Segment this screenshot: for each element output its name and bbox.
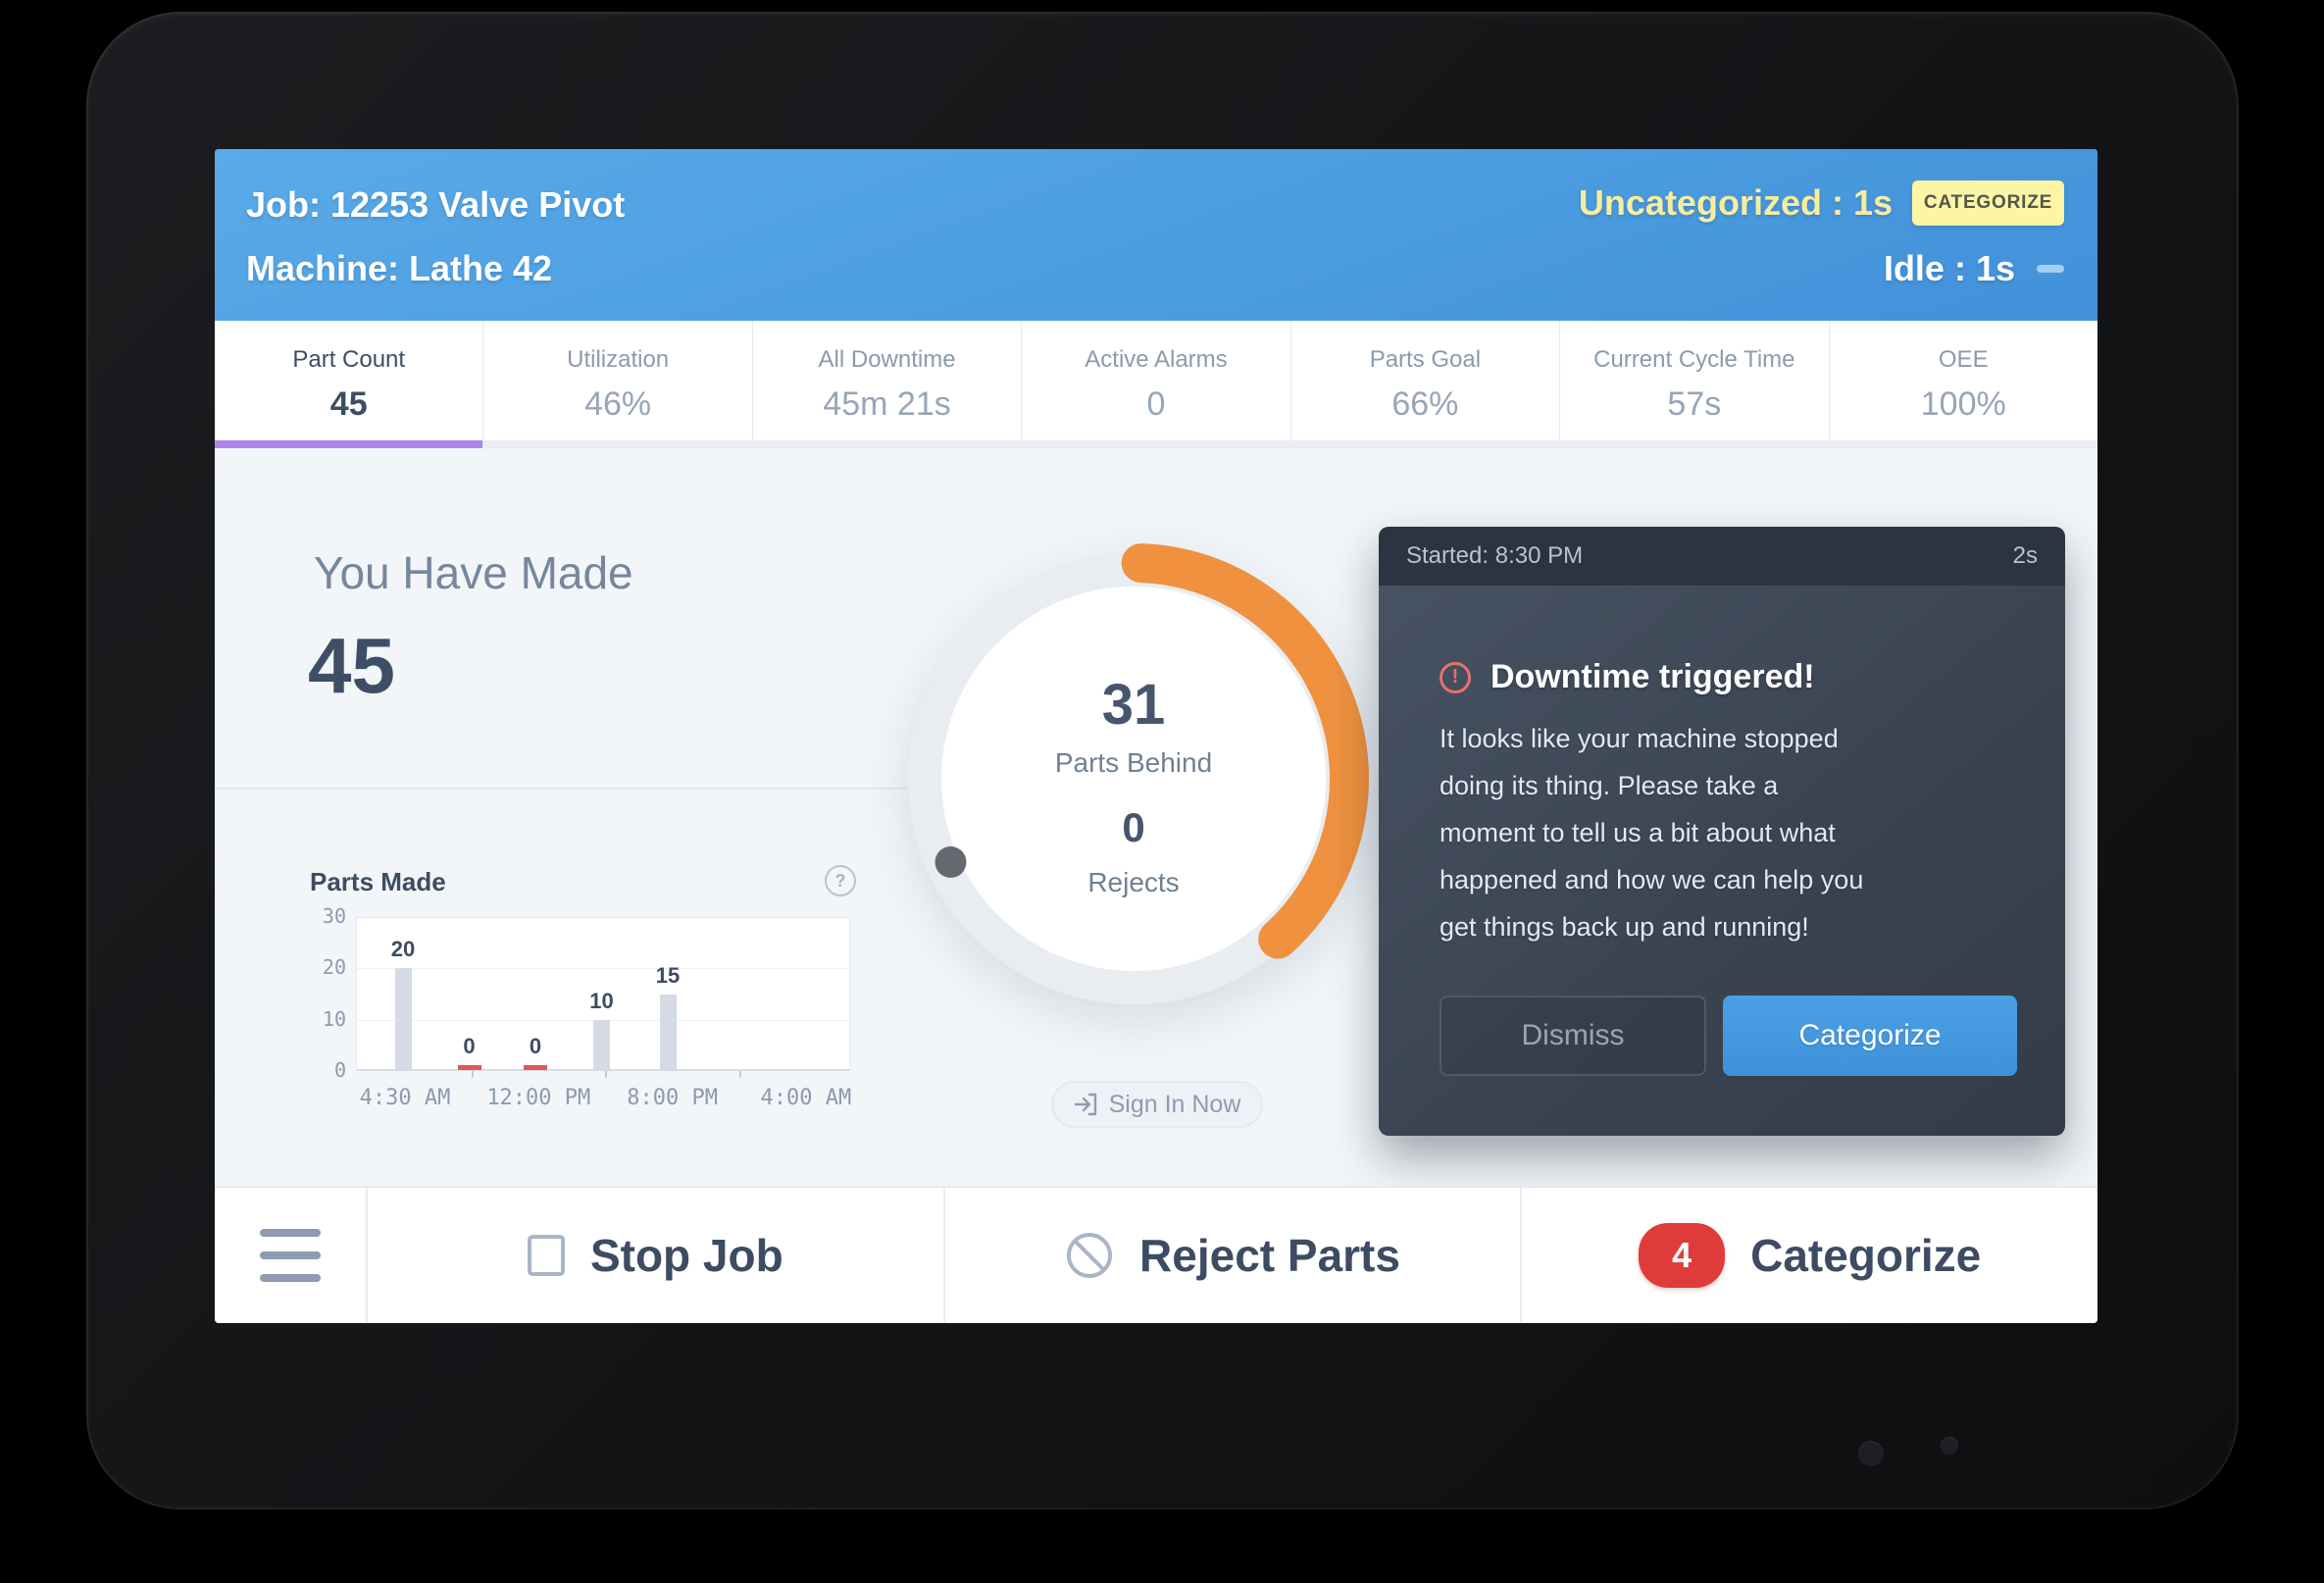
chart-gridline	[357, 968, 849, 970]
rejects-label: Rejects	[1087, 867, 1180, 897]
reject-icon	[1067, 1233, 1113, 1278]
notification-title: Downtime triggered!	[1490, 658, 1815, 695]
notification-message: It looks like your machine stopped doing…	[1440, 724, 1864, 942]
help-icon[interactable]: ?	[825, 865, 856, 896]
gauge-progress-arc	[1121, 543, 1369, 959]
stat-tab-active-alarms[interactable]: Active Alarms 0	[1022, 321, 1291, 448]
stat-value: 66%	[1391, 384, 1459, 423]
chart-bar	[394, 968, 412, 1071]
gauge-marker-dot	[935, 846, 967, 878]
stat-value: 0	[1146, 384, 1166, 423]
stop-job-label: Stop Job	[589, 1230, 783, 1281]
main-content: You Have Made 45 Parts Made ? 0 10 20 30 20 0…	[215, 448, 2097, 1186]
chart-ytick: 20	[322, 955, 346, 980]
camera-dot	[1858, 1441, 1884, 1466]
dashboard-screen: Job: 12253 Valve Pivot Machine: Lathe 42…	[215, 149, 2097, 1323]
chart-bar	[593, 1019, 610, 1071]
chart-xtick: 8:00 PM	[627, 1086, 718, 1110]
chart-xtick: 12:00 PM	[486, 1086, 591, 1110]
you-have-made-label: You Have Made	[314, 547, 633, 598]
stat-value: 45	[329, 384, 368, 423]
stat-label: Active Alarms	[1085, 345, 1228, 373]
parts-behind-value: 31	[1101, 673, 1166, 737]
chart-ytick: 0	[333, 1058, 346, 1082]
chart-zero-marker	[457, 1065, 481, 1070]
stat-label: OEE	[1938, 345, 1989, 373]
stat-label: Part Count	[292, 345, 406, 373]
header-categorize-button[interactable]: CATEGORIZE	[1912, 180, 2064, 226]
alert-icon: !	[1440, 661, 1471, 693]
downtime-notification: Started: 8:30 PM 2s ! Downtime triggered…	[1379, 527, 2065, 1136]
parts-behind-label: Parts Behind	[1054, 747, 1213, 778]
parts-behind-gauge	[908, 543, 1369, 1004]
categorize-label: Categorize	[1750, 1230, 1982, 1281]
stat-label: Current Cycle Time	[1593, 345, 1795, 373]
you-have-made-count: 45	[308, 622, 395, 709]
idle-indicator-icon	[2037, 265, 2064, 273]
job-title: Job: 12253 Valve Pivot	[246, 184, 626, 225]
machine-title: Machine: Lathe 42	[246, 248, 553, 288]
categorize-button[interactable]: 4 Categorize	[1522, 1188, 2097, 1323]
stat-value: 46%	[584, 384, 652, 423]
stat-tab-parts-goal[interactable]: Parts Goal 66%	[1291, 321, 1561, 448]
section-divider	[215, 788, 912, 790]
chart-ytick: 30	[322, 904, 346, 928]
bottom-action-bar: Stop Job Reject Parts 4 Categorize	[215, 1186, 2097, 1323]
stat-value: 100%	[1920, 384, 2006, 423]
hamburger-icon	[260, 1229, 321, 1282]
app-header: Job: 12253 Valve Pivot Machine: Lathe 42…	[215, 149, 2097, 321]
stat-tab-utilization[interactable]: Utilization 46%	[483, 321, 753, 448]
chart-bar-label: 10	[589, 988, 614, 1013]
stat-tab-oee[interactable]: OEE 100%	[1830, 321, 2097, 448]
chart-zero-marker	[524, 1065, 547, 1070]
chart-minor-tick	[605, 1071, 608, 1078]
sign-in-label: Sign In Now	[1108, 1090, 1241, 1118]
stat-value: 57s	[1667, 384, 1722, 423]
chart-bar-label: 0	[463, 1034, 476, 1058]
sign-in-icon	[1074, 1093, 1096, 1116]
camera-dot	[1941, 1437, 1958, 1455]
chart-bar-label: 15	[655, 962, 681, 988]
chart-bar-label: 0	[529, 1034, 542, 1058]
stat-label: Utilization	[567, 345, 670, 373]
notification-body: ! Downtime triggered! It looks like your…	[1379, 586, 2065, 1136]
parts-made-title: Parts Made	[310, 867, 446, 896]
sign-in-button[interactable]: Sign In Now	[1051, 1081, 1263, 1128]
menu-button[interactable]	[215, 1188, 368, 1323]
reject-parts-button[interactable]: Reject Parts	[945, 1188, 1523, 1323]
notification-header: Started: 8:30 PM 2s	[1379, 527, 2065, 586]
rejects-value: 0	[1122, 804, 1145, 850]
categorize-count-badge: 4	[1639, 1223, 1726, 1288]
uncategorized-status: Uncategorized : 1s	[1578, 182, 1893, 223]
stat-tab-part-count[interactable]: Part Count 45	[215, 321, 484, 448]
stat-label: All Downtime	[818, 345, 956, 373]
chart-minor-tick	[738, 1071, 741, 1078]
stats-bar: Part Count 45 Utilization 46% All Downtime 45…	[215, 321, 2097, 448]
chart-ytick: 10	[322, 1006, 346, 1031]
notification-categorize-button[interactable]: Categorize	[1723, 996, 2017, 1076]
stat-value: 45m 21s	[823, 384, 951, 423]
stat-tab-all-downtime[interactable]: All Downtime 45m 21s	[753, 321, 1023, 448]
chart-minor-tick	[472, 1071, 475, 1078]
stop-icon	[527, 1235, 565, 1276]
notification-started: Started: 8:30 PM	[1406, 542, 1584, 569]
stop-job-button[interactable]: Stop Job	[368, 1188, 945, 1323]
reject-parts-label: Reject Parts	[1139, 1230, 1400, 1281]
chart-bar	[659, 994, 677, 1071]
chart-xtick: 4:00 AM	[760, 1086, 852, 1110]
chart-xtick: 4:30 AM	[359, 1086, 451, 1110]
stat-label: Parts Goal	[1369, 345, 1482, 373]
stat-tab-current-cycle-time[interactable]: Current Cycle Time 57s	[1560, 321, 1830, 448]
notification-elapsed: 2s	[2012, 542, 2038, 569]
idle-status: Idle : 1s	[1883, 248, 2015, 288]
dismiss-button[interactable]: Dismiss	[1440, 996, 1706, 1076]
chart-bar-label: 20	[390, 937, 416, 962]
